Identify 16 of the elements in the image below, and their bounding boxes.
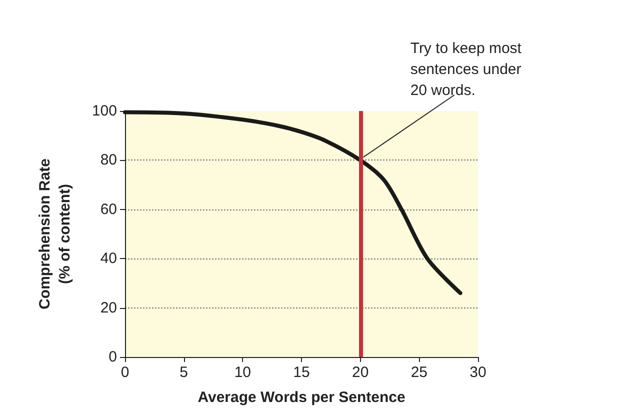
x-tick-label: 10 [234,364,252,381]
y-tick-label: 20 [100,299,117,316]
x-tick-label: 25 [410,364,428,381]
x-tick-label: 5 [180,364,188,381]
x-tick-label: 0 [120,364,130,381]
y-tick-label: 60 [100,200,117,218]
x-tick-label: 30 [470,364,486,381]
y-axis-title: Comprehension Rate (% of content) [36,158,74,310]
x-axis-title: Average Words per Sentence [198,389,406,406]
x-tick-label: 15 [293,364,310,381]
y-tick-label: 80 [100,152,117,169]
y-tick-label: 40 [100,250,117,268]
y-tick-label: 100 [92,102,117,120]
x-tick-label: 20 [352,364,369,381]
y-tick-label: 0 [108,348,117,366]
annotation: Try to keep most sentences under 20 words. [410,40,522,99]
